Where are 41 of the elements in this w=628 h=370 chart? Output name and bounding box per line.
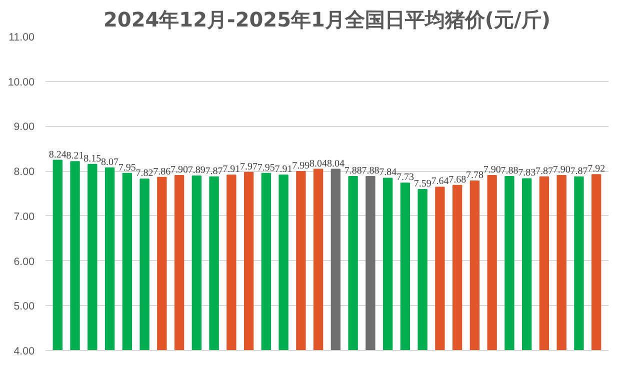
data-label: 7.90 [483,164,501,176]
y-tick-label: 8.00 [14,166,35,178]
data-label: 7.64 [431,176,449,188]
data-label: 7.97 [240,161,258,172]
data-label: 7.99 [292,160,310,172]
data-label: 7.87 [205,166,223,177]
data-label: 7.90 [170,164,188,176]
data-label: 7.87 [570,166,588,177]
data-label: 7.88 [344,165,362,176]
data-label: 7.73 [396,172,414,184]
data-label: 8.07 [101,156,119,168]
data-label: 7.90 [552,164,570,176]
data-label: 8.04 [310,158,328,170]
data-label: 7.91 [222,164,240,176]
y-tick-label: 4.00 [14,346,35,358]
y-tick-label: 6.00 [14,256,35,268]
data-label: 8.24 [48,149,66,160]
y-tick-label: 11.00 [8,32,35,44]
data-label: 7.83 [518,168,536,179]
data-label: 7.88 [362,165,380,176]
data-label: 7.78 [466,170,484,181]
data-label: 7.88 [500,165,518,176]
y-tick-label: 7.00 [14,210,35,223]
data-label: 7.68 [448,174,466,186]
chart-title: 2024年12月-2025年1月全国日平均猪价(元/斤) [104,8,550,32]
data-label: 7.59 [414,178,432,190]
data-label: 7.89 [188,165,206,176]
data-label: 7.92 [588,164,606,175]
y-tick-label: 10.00 [8,76,35,88]
data-label: 8.04 [326,158,344,170]
data-label: 7.91 [274,164,292,176]
data-label: 7.84 [379,167,397,178]
data-label: 8.15 [84,153,102,164]
y-tick-label: 5.00 [14,300,35,313]
data-label: 7.95 [257,162,275,174]
data-label: 7.82 [136,168,154,180]
data-label: 7.95 [118,162,136,174]
data-label: 7.86 [153,166,171,178]
y-tick-label: 9.00 [14,121,35,134]
data-label: 7.87 [535,166,553,177]
data-label: 8.21 [66,150,84,162]
